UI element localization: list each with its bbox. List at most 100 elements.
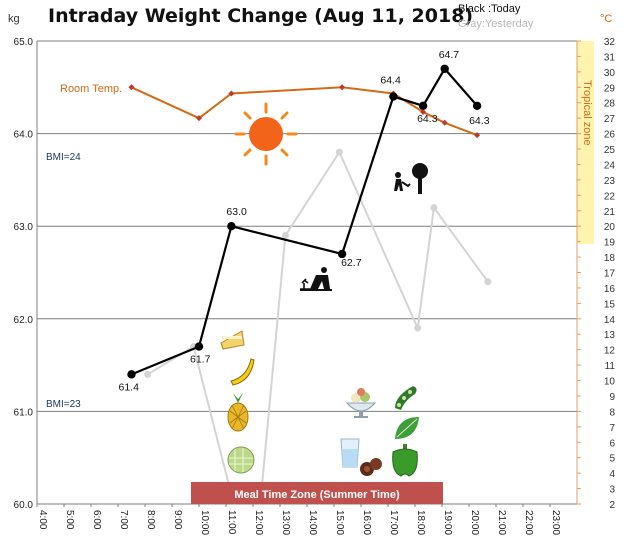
y2-tick-label: 8 [609,407,615,418]
chocolate-icon [360,458,382,476]
bmi-23-label: BMI=23 [46,399,81,410]
green-pepper-icon [392,444,418,477]
x-tick-label: 4:00 [37,510,48,530]
data-point-today [440,64,449,73]
x-tick-label: 22:00 [523,510,534,535]
y2-tick-label: 27 [604,114,616,125]
y2-tick-label: 11 [605,361,616,372]
data-point-yesterday [484,278,492,286]
y2-tick-label: 21 [604,207,616,218]
x-axis-ticks: 4:00 5:00 6:00 7:00 8:00 9:00 10:00 11:00 12:00 1… [36,504,561,535]
data-label-today: 64.4 [380,75,401,87]
data-label-today: 64.3 [469,115,490,127]
sun-icon [234,102,298,166]
dessert-icon [345,388,377,418]
x-tick-label: 23:00 [550,510,561,535]
y2-tick-label: 22 [604,191,616,202]
x-tick-label: 13:00 [280,510,291,535]
y2-tick-label: 31 [604,52,616,63]
y2-tick-label: 24 [604,160,616,171]
gardener-icon [394,163,428,194]
series-room-temp [128,84,481,139]
tropical-zone-label: Tropical zone [581,80,593,146]
banana-icon [230,358,255,386]
planting-icon [300,267,332,291]
y2-tick-label: 19 [604,238,616,249]
soybean-icon [395,386,417,410]
y-tick-label: 60.0 [14,500,34,511]
data-point-today [472,101,482,111]
series-yesterday [144,148,492,499]
meal-time-label: Meal Time Zone (Summer Time) [234,489,400,501]
y-tick-label: 65.0 [14,37,34,48]
y2-tick-label: 13 [604,330,616,341]
y2-tick-label: 7 [609,423,615,434]
y2-tick-label: 3 [609,485,615,496]
data-point-today [227,222,236,231]
cake-icon [220,330,245,350]
data-point-today [337,249,347,259]
x-tick-label: 6:00 [91,510,102,530]
x-tick-label: 10:00 [199,510,210,535]
y2-tick-label: 32 [604,37,616,48]
data-point-yesterday [414,324,422,332]
y2-tick-label: 12 [604,346,616,357]
data-point-today [418,101,428,111]
x-tick-label: 9:00 [172,510,183,530]
x-tick-label: 8:00 [145,510,156,530]
y2-tick-label: 14 [604,315,616,326]
data-point-yesterday [144,370,152,378]
meal-time-band [191,482,443,504]
y2-tick-label: 2 [609,500,615,511]
legend-yesterday: Gray:Yesterday [458,18,534,30]
y2-tick-label: 23 [604,176,616,187]
data-point-today [194,342,204,351]
data-point-today [389,92,398,101]
y-tick-label: 61.0 [14,407,34,418]
x-tick-label: 21:00 [496,510,507,535]
y2-tick-label: 4 [609,469,615,480]
x-tick-label: 12:00 [253,510,264,535]
y2-tick-label: 10 [604,377,616,388]
x-tick-label: 14:00 [307,510,318,535]
series-line-today [131,66,478,376]
y2-tick-label: 30 [604,68,616,79]
tropical-zone-band [577,41,594,244]
room-temp-label: Room Temp. [60,83,122,95]
data-point-yesterday [335,148,343,156]
y2-tick-label: 16 [604,284,616,295]
y2-tick-label: 17 [604,269,616,280]
left-axis-unit: kg [8,13,20,25]
data-point-today [127,370,136,379]
data-point-yesterday [281,231,289,239]
x-tick-label: 15:00 [334,510,345,535]
x-tick-label: 11:00 [226,510,237,535]
series-today: 61.4 61.7 63.0 62.7 64.4 64.3 64.7 64.3 [119,49,490,394]
y-tick-label: 64.0 [14,130,34,141]
data-point-room-temp [339,84,346,91]
right-axis-unit: °C [600,13,612,25]
y2-tick-label: 29 [604,83,616,94]
water-glass-icon [340,438,360,468]
data-label-today: 61.4 [119,381,140,393]
data-point-room-temp [228,90,235,97]
x-tick-label: 20:00 [469,510,480,535]
x-tick-label: 19:00 [442,510,453,535]
y2-tick-label: 6 [609,438,615,449]
y2-tick-label: 9 [609,392,615,403]
chart-title: Intraday Weight Change (Aug 11, 2018) [48,5,473,27]
data-point-room-temp [196,115,202,122]
data-label-today: 62.7 [341,257,362,269]
x-tick-label: 5:00 [64,510,75,530]
legend-today: Black :Today [458,3,521,15]
pineapple-icon [227,393,249,432]
right-axis-ticks: 2345678910111213141516171819202122232425… [577,37,615,511]
y-tick-label: 62.0 [14,315,34,326]
data-point-room-temp [474,132,481,139]
melon-icon [227,446,255,474]
y2-tick-label: 26 [604,130,616,141]
data-point-room-temp [441,119,448,126]
left-axis-ticks: 60.0 61.0 62.0 63.0 64.0 65.0 [14,37,34,511]
data-label-today: 63.0 [226,206,247,218]
